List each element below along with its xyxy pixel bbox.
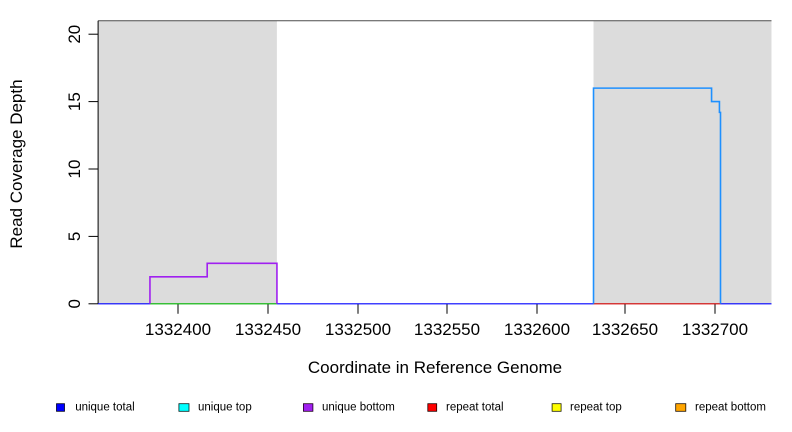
svg-text:5: 5 xyxy=(65,232,84,241)
svg-text:unique total: unique total xyxy=(75,402,134,414)
svg-text:10: 10 xyxy=(65,160,84,179)
svg-text:unique top: unique top xyxy=(198,402,252,414)
svg-text:unique bottom: unique bottom xyxy=(322,402,395,414)
svg-text:20: 20 xyxy=(65,25,84,44)
svg-text:1332450: 1332450 xyxy=(235,320,301,339)
svg-text:1332700: 1332700 xyxy=(682,320,748,339)
svg-text:1332550: 1332550 xyxy=(414,320,480,339)
svg-text:1332650: 1332650 xyxy=(592,320,658,339)
svg-text:repeat bottom: repeat bottom xyxy=(695,402,766,414)
svg-text:1332400: 1332400 xyxy=(145,320,211,339)
svg-text:1332500: 1332500 xyxy=(325,320,391,339)
svg-text:15: 15 xyxy=(65,92,84,111)
svg-text:repeat top: repeat top xyxy=(570,402,622,414)
svg-text:repeat total: repeat total xyxy=(446,402,504,414)
svg-text:0: 0 xyxy=(65,299,84,308)
svg-text:1332600: 1332600 xyxy=(504,320,570,339)
